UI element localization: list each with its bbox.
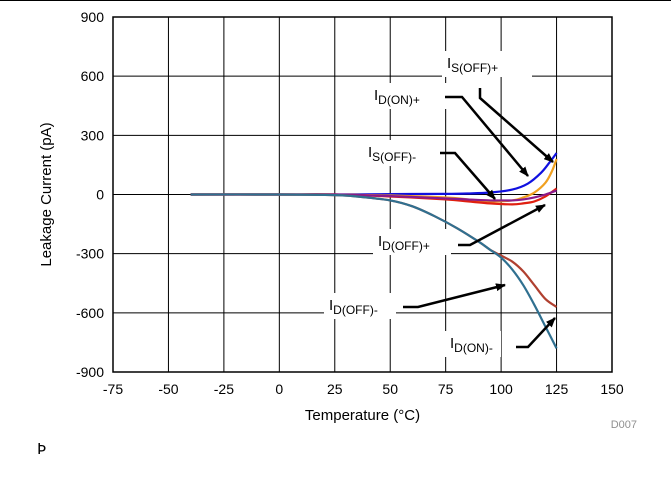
- annotation-subscript: S(OFF)-: [372, 150, 416, 164]
- annotation-bg: [373, 229, 451, 255]
- x-tick-label: 100: [489, 381, 513, 397]
- annotation-subscript: D(ON)-: [454, 341, 493, 355]
- y-tick-label: 0: [96, 187, 104, 203]
- annotation-subscript: D(OFF)+: [382, 239, 430, 253]
- annotation-bg: [363, 140, 440, 166]
- leakage-current-chart: -75 -50 -25 0 25 50 75 100 125 150 900 600 300 0 -300 -…: [38, 9, 637, 431]
- x-tick-label: 75: [438, 381, 454, 397]
- annotation-bg: [442, 51, 532, 77]
- annotation-subscript: D(ON)+: [378, 93, 420, 107]
- x-axis-label: Temperature (°C): [305, 407, 420, 424]
- y-tick-label: -600: [76, 305, 104, 321]
- series-line: [190, 193, 558, 349]
- y-axis-label: Leakage Current (pA): [38, 122, 55, 266]
- annotation-label: ID(ON)-: [450, 335, 493, 355]
- annotation-main: I: [450, 335, 454, 352]
- figure-id: D007: [611, 419, 637, 431]
- x-tick-label: 0: [275, 381, 283, 397]
- annotation-label: ID(OFF)+: [378, 233, 430, 253]
- x-tick-label: -50: [158, 381, 178, 397]
- annotation-subscript: S(OFF)+: [451, 61, 498, 75]
- annotation-bg: [445, 331, 501, 357]
- plot-frame: [112, 16, 613, 373]
- x-tick-label: -25: [214, 381, 234, 397]
- top-rule: [0, 0, 671, 1]
- y-tick-label: 600: [81, 68, 105, 84]
- annotation-main: I: [447, 55, 451, 72]
- x-tick-label: 125: [545, 381, 569, 397]
- x-tick-label: 50: [382, 381, 398, 397]
- annotation-main: I: [329, 297, 333, 314]
- annotation-arrow: [516, 317, 556, 349]
- annotation-arrow: [403, 283, 506, 309]
- annotation-bg: [369, 83, 447, 109]
- annotation-bg: [324, 293, 396, 319]
- annotation-label: IS(OFF)+: [447, 55, 498, 75]
- annotation-label: IS(OFF)-: [368, 144, 416, 164]
- annotation-subscript: D(OFF)-: [333, 303, 378, 317]
- y-tick-label: -300: [76, 246, 104, 262]
- annotation-arrow: [445, 95, 529, 177]
- annotation-label: ID(ON)+: [374, 87, 420, 107]
- annotation-main: I: [374, 87, 378, 104]
- annotation-label: ID(OFF)-: [329, 297, 378, 317]
- y-tick-label: 300: [81, 127, 105, 143]
- annotation-main: I: [368, 144, 372, 161]
- x-tick-label: 25: [327, 381, 343, 397]
- annotation-arrow: [478, 88, 554, 163]
- annotation-arrow: [458, 203, 546, 247]
- x-tick-label: 150: [600, 381, 624, 397]
- x-tick-label: -75: [103, 381, 123, 397]
- y-tick-label: 900: [81, 9, 105, 25]
- annotation-arrow: [440, 151, 496, 200]
- annotation-main: I: [378, 233, 382, 250]
- y-tick-label: -900: [76, 364, 104, 380]
- footer-glyph: Þ: [37, 440, 47, 458]
